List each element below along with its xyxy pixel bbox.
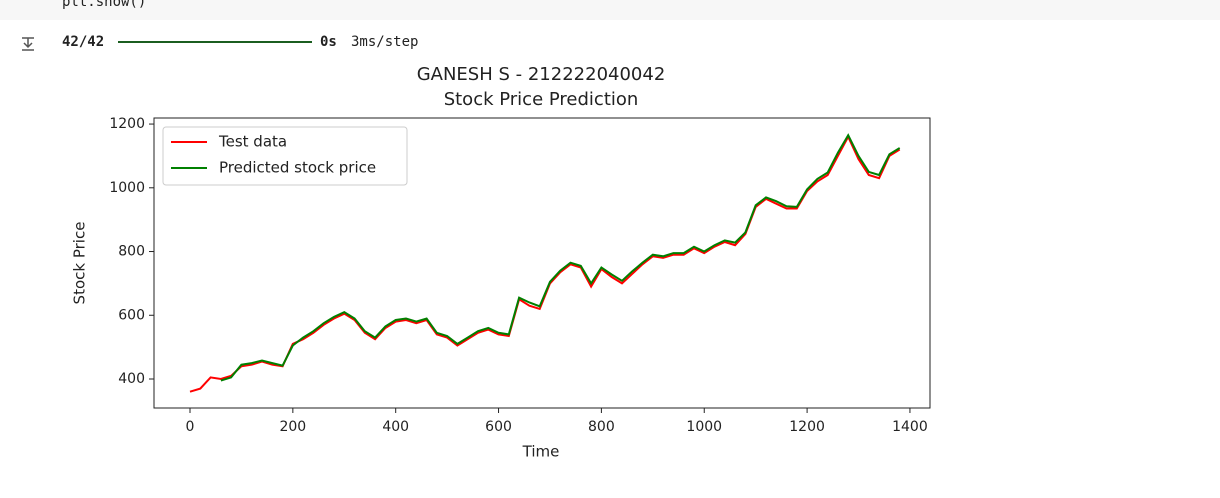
legend-box	[162, 126, 408, 186]
y-tick-label: 1000	[109, 180, 145, 196]
code-cell	[0, 0, 1220, 20]
y-axis-label: Stock Price	[71, 222, 89, 305]
x-axis-label: Time	[522, 443, 560, 461]
x-tick-label: 600	[485, 419, 512, 435]
progress-count: 42/42	[62, 34, 104, 50]
x-tick-label: 1000	[686, 419, 722, 435]
output-icon[interactable]	[22, 37, 34, 51]
legend-label: Predicted stock price	[219, 159, 376, 177]
code-text: plt.show()	[62, 0, 146, 10]
chart-title: GANESH S - 212222040042	[417, 64, 666, 85]
y-tick-label: 600	[118, 307, 145, 323]
x-tick-label: 1400	[892, 419, 928, 435]
plot-frame	[153, 117, 931, 409]
series-line	[220, 133, 901, 382]
y-tick-label: 1200	[109, 116, 145, 132]
x-tick-label: 800	[588, 419, 615, 435]
x-tick-label: 200	[279, 419, 306, 435]
x-tick-label: 400	[382, 419, 409, 435]
y-tick-label: 400	[118, 371, 145, 387]
legend-label: Test data	[218, 133, 287, 151]
progress-time: 0s	[320, 34, 337, 50]
chart-subtitle: Stock Price Prediction	[444, 89, 639, 110]
progress-rate: 3ms/step	[351, 34, 418, 50]
y-tick-label: 800	[118, 244, 145, 260]
x-tick-label: 1200	[789, 419, 825, 435]
x-tick-label: 0	[186, 419, 195, 435]
